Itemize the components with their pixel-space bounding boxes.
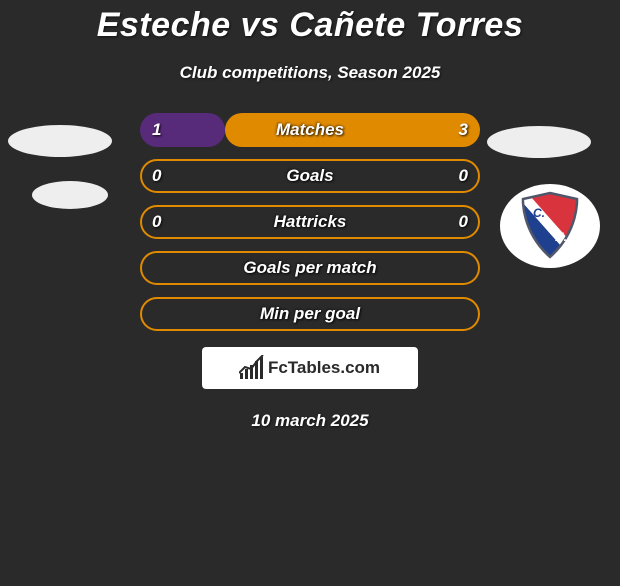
watermark-logo: FcTables.com: [202, 347, 418, 389]
stat-value-right: 0: [459, 212, 468, 232]
stat-value-left: 0: [152, 212, 161, 232]
stat-bar: Min per goal: [140, 297, 480, 331]
shield-icon: C. N.: [519, 191, 581, 261]
stat-bar: 00Hattricks: [140, 205, 480, 239]
stat-bar: 00Goals: [140, 159, 480, 193]
stat-value-right: 3: [459, 120, 468, 140]
stat-row: 00Hattricks: [140, 205, 480, 239]
stat-bar: 13Matches: [140, 113, 480, 147]
date-label: 10 march 2025: [0, 411, 620, 431]
page-title: Esteche vs Cañete Torres: [0, 6, 620, 45]
stat-value-left: 0: [152, 166, 161, 186]
club-badge-right: C. N.: [500, 184, 600, 268]
stat-value-left: 1: [152, 120, 161, 140]
player-left-avatar-bottom: [32, 181, 108, 209]
watermark-text: FcTables.com: [268, 358, 380, 378]
subtitle: Club competitions, Season 2025: [0, 63, 620, 83]
bar-chart-icon: [240, 357, 262, 379]
stat-row: Goals per match: [140, 251, 480, 285]
stat-value-right: 0: [459, 166, 468, 186]
svg-text:N.: N.: [555, 230, 567, 244]
stat-row: 00Goals: [140, 159, 480, 193]
player-left-avatar-top: [8, 125, 112, 157]
player-right-avatar: [487, 126, 591, 158]
stat-bar: Goals per match: [140, 251, 480, 285]
stat-row: 13Matches: [140, 113, 480, 147]
svg-text:C.: C.: [533, 206, 545, 220]
stat-row: Min per goal: [140, 297, 480, 331]
